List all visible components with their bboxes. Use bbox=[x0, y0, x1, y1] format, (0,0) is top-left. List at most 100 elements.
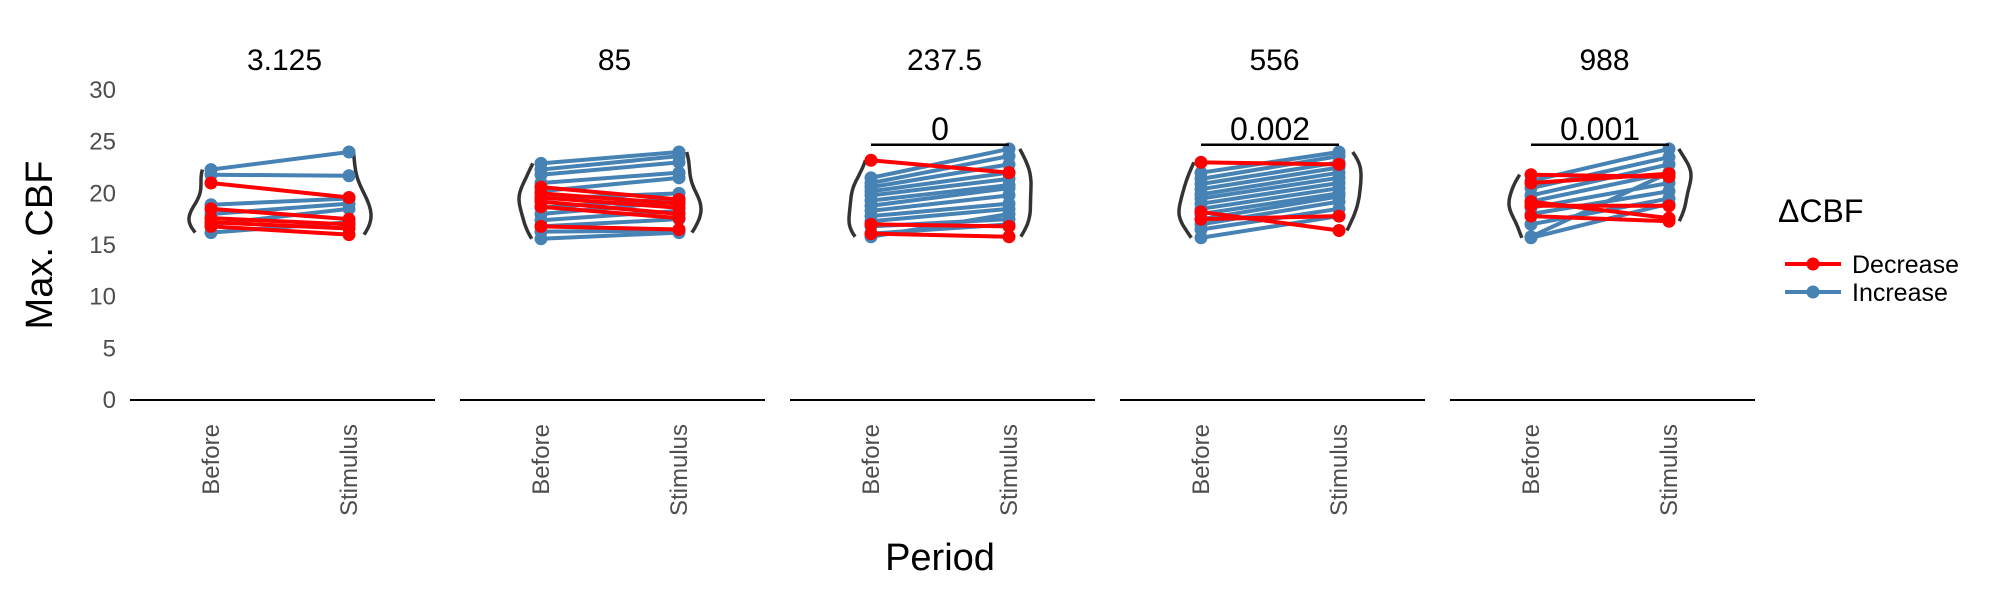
series-line-decrease bbox=[1530, 171, 1670, 185]
facet-title: 556 bbox=[1249, 44, 1299, 77]
series-line-decrease bbox=[210, 181, 350, 200]
y-tick-label: 10 bbox=[89, 284, 116, 311]
series-line-decrease bbox=[210, 224, 350, 237]
y-tick-label: 0 bbox=[103, 387, 116, 414]
violin-stimulus bbox=[1345, 151, 1363, 232]
series-line-increase bbox=[870, 193, 1010, 213]
series-line-increase bbox=[870, 186, 1010, 208]
point-stimulus-decrease bbox=[1002, 166, 1016, 180]
series-line-decrease bbox=[210, 206, 350, 222]
series-line-increase bbox=[870, 162, 1010, 190]
series-line-increase bbox=[870, 170, 1010, 194]
point-stimulus-increase bbox=[342, 145, 356, 159]
point-stimulus-decrease bbox=[1002, 219, 1016, 233]
violin-stimulus bbox=[1677, 147, 1693, 222]
point-before-decrease bbox=[864, 153, 878, 167]
x-tick-label: Before bbox=[1188, 424, 1215, 495]
point-stimulus-decrease bbox=[1662, 199, 1676, 213]
series-line-decrease bbox=[870, 158, 1010, 175]
violin-stimulus bbox=[351, 151, 373, 236]
series-line-increase bbox=[1530, 201, 1670, 240]
point-before-decrease bbox=[1524, 209, 1538, 223]
point-stimulus-decrease bbox=[342, 228, 356, 242]
x-tick-label: Stimulus bbox=[1656, 424, 1683, 516]
series-line-decrease bbox=[1530, 214, 1670, 224]
series-line-increase bbox=[1200, 214, 1340, 240]
point-stimulus-decrease bbox=[1332, 209, 1346, 223]
violin-before bbox=[517, 162, 535, 240]
violin-before bbox=[187, 169, 205, 234]
legend-key-point bbox=[1806, 285, 1820, 299]
point-before-decrease bbox=[534, 219, 548, 233]
facet-title: 988 bbox=[1579, 44, 1629, 77]
point-stimulus-decrease bbox=[672, 223, 686, 236]
point-stimulus-decrease bbox=[1002, 230, 1016, 244]
series-line-decrease bbox=[1200, 209, 1340, 233]
point-before-increase bbox=[1524, 231, 1538, 245]
series-line-increase bbox=[1200, 170, 1340, 197]
x-tick-label: Before bbox=[198, 424, 225, 495]
point-before-decrease bbox=[1524, 199, 1538, 213]
series-line-increase bbox=[540, 230, 680, 241]
point-stimulus-decrease bbox=[1662, 167, 1676, 181]
series-line-decrease bbox=[540, 191, 680, 206]
point-stimulus-increase bbox=[342, 169, 356, 183]
x-tick-label: Stimulus bbox=[996, 424, 1023, 516]
point-stimulus-increase bbox=[672, 171, 686, 185]
facet-title: 237.5 bbox=[907, 44, 982, 77]
violin-stimulus bbox=[685, 151, 703, 234]
x-tick-label: Before bbox=[528, 424, 555, 495]
violin-stimulus bbox=[1018, 148, 1033, 238]
p-value-label: 0 bbox=[931, 111, 949, 147]
series-line-increase bbox=[870, 183, 1010, 203]
series-line-increase bbox=[870, 146, 1010, 180]
point-before-decrease bbox=[204, 176, 218, 190]
series-line-decrease bbox=[540, 204, 680, 221]
series-line-increase bbox=[540, 160, 680, 177]
y-tick-label: 15 bbox=[89, 232, 116, 259]
series-line-increase bbox=[870, 176, 1010, 198]
series-line-increase bbox=[1200, 165, 1340, 192]
point-stimulus-decrease bbox=[1332, 157, 1346, 171]
facet-title: 3.125 bbox=[247, 44, 322, 77]
legend-label: Increase bbox=[1852, 279, 1948, 307]
point-before-decrease bbox=[864, 217, 878, 231]
series-line-decrease bbox=[870, 231, 1010, 239]
series-line-increase bbox=[210, 196, 350, 207]
series-line-decrease bbox=[870, 222, 1010, 229]
series-line-increase bbox=[1200, 175, 1340, 201]
y-axis-title: Max. CBF bbox=[19, 161, 61, 330]
y-tick-label: 20 bbox=[89, 180, 116, 207]
series-line-increase bbox=[870, 206, 1010, 224]
legend-label: Decrease bbox=[1852, 251, 1959, 279]
series-line-increase bbox=[210, 172, 350, 178]
series-line-decrease bbox=[540, 185, 680, 202]
violin-before bbox=[847, 159, 868, 238]
x-tick-label: Before bbox=[1518, 424, 1545, 495]
series-line-increase bbox=[540, 150, 680, 166]
x-axis-title: Period bbox=[885, 537, 995, 579]
point-before-decrease bbox=[864, 227, 878, 241]
series-line-increase bbox=[1200, 154, 1340, 181]
point-stimulus-increase bbox=[342, 202, 356, 216]
series-line-increase bbox=[540, 154, 680, 172]
series-line-increase bbox=[540, 170, 680, 185]
y-tick-label: 25 bbox=[89, 129, 116, 156]
legend-key-point bbox=[1806, 257, 1820, 271]
series-line-increase bbox=[210, 150, 350, 172]
p-value-label: 0.001 bbox=[1560, 111, 1640, 147]
point-before-decrease bbox=[1194, 212, 1208, 226]
series-line-decrease bbox=[1200, 214, 1340, 222]
series-line-decrease bbox=[540, 224, 680, 232]
point-stimulus-increase bbox=[672, 155, 686, 169]
point-stimulus-decrease bbox=[1332, 224, 1346, 238]
point-before-decrease bbox=[1524, 176, 1538, 190]
violin-before bbox=[1177, 161, 1196, 239]
y-tick-label: 30 bbox=[89, 77, 116, 104]
point-before-decrease bbox=[204, 219, 218, 233]
point-before-increase bbox=[534, 232, 548, 246]
violin-before bbox=[1507, 173, 1524, 239]
series-line-increase bbox=[870, 154, 1010, 185]
facet-title: 85 bbox=[598, 44, 631, 77]
